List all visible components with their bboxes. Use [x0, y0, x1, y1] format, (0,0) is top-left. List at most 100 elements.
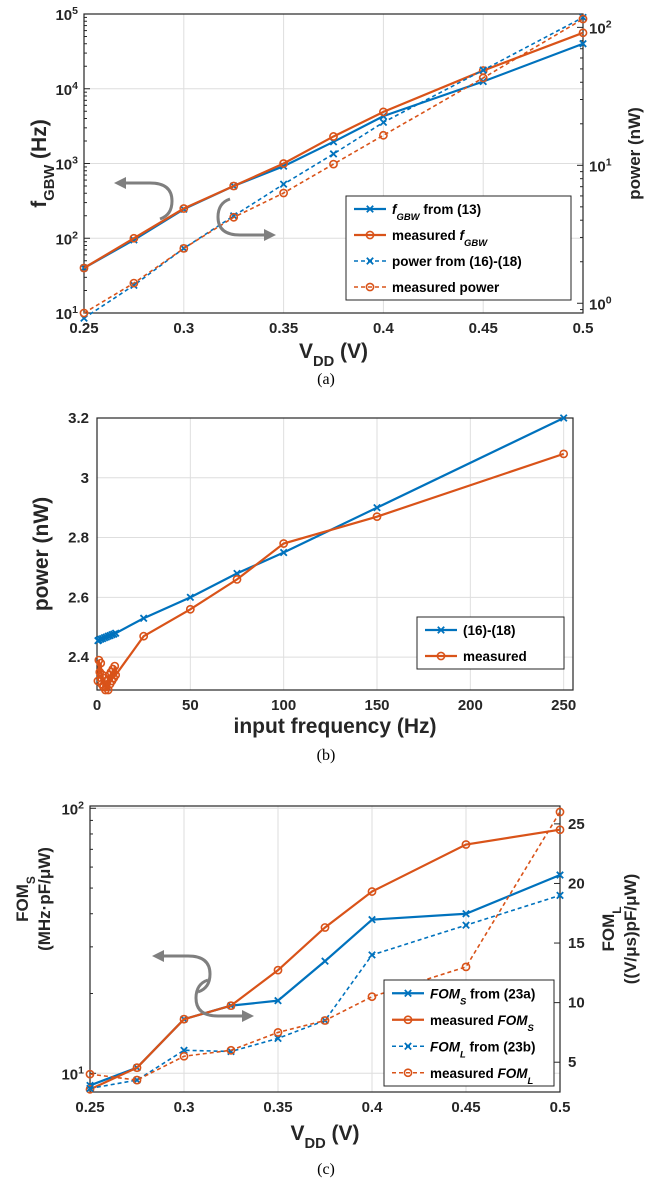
x-tick-label: 0.35 — [263, 1099, 292, 1116]
text-span: 2.6 — [68, 589, 89, 606]
data-point-s1-5 — [329, 132, 338, 141]
text-span: 3 — [81, 470, 89, 487]
chart-panel-c: 0.25 0.3 0.35 0.4 0.45 0.5101102510152025VDD … — [13, 799, 640, 1178]
axis-arrow-head-left — [114, 177, 126, 189]
text-span: (MHz·pF/μW) — [35, 847, 54, 951]
x-tick-label: 0.35 — [269, 320, 298, 337]
text-span: ((V/μs)pF/μW) — [621, 874, 640, 985]
data-point-s0-8 — [556, 871, 564, 879]
panel-label-b: (b) — [317, 747, 336, 764]
panel-label-c: (c) — [317, 1161, 335, 1178]
y-axis-label: FOMS(MHz·pF/μW) — [13, 847, 54, 951]
text-span: 10 — [568, 995, 585, 1012]
text-span: FOM — [13, 884, 32, 922]
legend-label: measured fGBW — [392, 228, 488, 249]
x-tick-label: 0.5 — [573, 320, 594, 337]
y-right-axis-label: power (nW) — [625, 107, 644, 200]
text-span: power (nW) — [625, 107, 644, 200]
x-tick-label: 0 — [93, 697, 101, 714]
series-line-3 — [83, 18, 584, 314]
y-right-axis-label-line2: ((V/μs)pF/μW) — [621, 874, 640, 985]
data-point-s0-10 — [111, 629, 120, 638]
data-point-s1-18 — [110, 661, 120, 671]
data-point-s1-3 — [226, 1001, 236, 1011]
data-point-s1-6 — [367, 887, 377, 896]
text-span: (b) — [317, 747, 336, 764]
x-tick-label: 0.4 — [373, 320, 395, 337]
y-tick-label: 102 — [55, 229, 78, 248]
text-span: power from (16)-(18) — [392, 254, 522, 269]
data-point-s0-7 — [462, 909, 470, 918]
y-right-tick-label: 10 — [568, 995, 585, 1012]
data-point-s3-4 — [279, 188, 288, 198]
legend-label: FOMS from (23a) — [430, 986, 535, 1007]
x-axis-label: input frequency (Hz) — [234, 715, 437, 738]
data-point-s1-1 — [129, 233, 139, 243]
y-tick-label: 2.6 — [68, 589, 89, 606]
text-span: from (23b) — [466, 1039, 536, 1054]
text-span: (16)-(18) — [463, 623, 516, 638]
text-span: FOM — [430, 986, 461, 1001]
chart-panel-b: 0 50 100 150 200 250 2.4 2.6 2.8 3 3.2 input freque… — [30, 410, 576, 764]
y-right-tick-label: 100 — [589, 294, 612, 313]
text-span: 10 — [55, 157, 72, 174]
superscript: 2 — [78, 799, 84, 811]
y-right-tick-label: 25 — [568, 816, 585, 833]
subscript: S — [460, 996, 467, 1007]
legend-label: measured FOMS — [430, 1013, 535, 1034]
text-span: 150 — [364, 697, 389, 714]
plot-frame — [96, 417, 574, 691]
axis-arrow-left — [122, 181, 174, 221]
data-point-s1-3 — [229, 181, 239, 191]
data-point-s2-4 — [279, 180, 288, 189]
y-right-axis-label-line1: FOML — [599, 906, 624, 951]
text-span: from (23a) — [466, 986, 535, 1001]
data-point-s1-2 — [179, 204, 189, 213]
text-span: 20 — [568, 875, 585, 892]
data-point-s3-8 — [555, 807, 565, 817]
subscript: L — [610, 906, 624, 913]
chart-panel-a: 0.25 0.3 0.35 0.4 0.45 0.51011021031041051001… — [28, 5, 644, 388]
data-point-s0-5 — [321, 957, 329, 965]
legend-label: measured power — [392, 280, 500, 295]
legend-label: fGBW from (13) — [392, 202, 481, 223]
text-span: 250 — [551, 697, 576, 714]
data-point-s1-22 — [232, 575, 242, 584]
text-span: 0.4 — [362, 1099, 384, 1116]
axis-arrow-head-left — [152, 950, 164, 962]
subscript: L — [528, 1075, 534, 1086]
text-span: 0.25 — [75, 1099, 104, 1116]
legend-marker — [403, 1015, 413, 1025]
legend-marker — [366, 205, 374, 213]
x-tick-label: 250 — [551, 697, 576, 714]
plot-frame — [83, 13, 584, 314]
axis-arrow-head-right — [242, 1010, 254, 1022]
text-span: 10 — [55, 231, 72, 248]
text-span: measured — [392, 228, 460, 243]
text-span: V — [299, 340, 313, 363]
text-span: 15 — [568, 935, 585, 952]
data-point-s3-4 — [273, 1028, 283, 1037]
legend-label: power from (16)-(18) — [392, 254, 522, 269]
text-span: 3.2 — [68, 410, 89, 427]
text-span: 0.5 — [550, 1099, 571, 1116]
data-point-s1-5 — [320, 923, 330, 932]
data-point-s3-6 — [378, 130, 388, 140]
y-tick-label: 2.8 — [68, 530, 89, 547]
data-point-s1-23 — [279, 539, 289, 548]
text-span: 0.5 — [573, 320, 594, 337]
text-span: (Hz) — [28, 119, 51, 165]
y-tick-label: 2.4 — [68, 649, 90, 666]
text-span: f — [392, 202, 398, 217]
text-span: 10 — [61, 801, 78, 818]
legend-label: FOML from (23b) — [430, 1039, 536, 1060]
legend-marker — [403, 1068, 413, 1078]
superscript: 2 — [72, 229, 78, 241]
subscript: GBW — [397, 212, 421, 223]
text-span: 10 — [55, 7, 72, 24]
data-point-s2-8 — [556, 891, 564, 900]
y-right-tick-label: 102 — [589, 18, 612, 37]
y-right-axis-label: FOML((V/μs)pF/μW) — [599, 874, 640, 985]
text-span: f — [460, 228, 466, 243]
legend-marker — [366, 257, 374, 265]
